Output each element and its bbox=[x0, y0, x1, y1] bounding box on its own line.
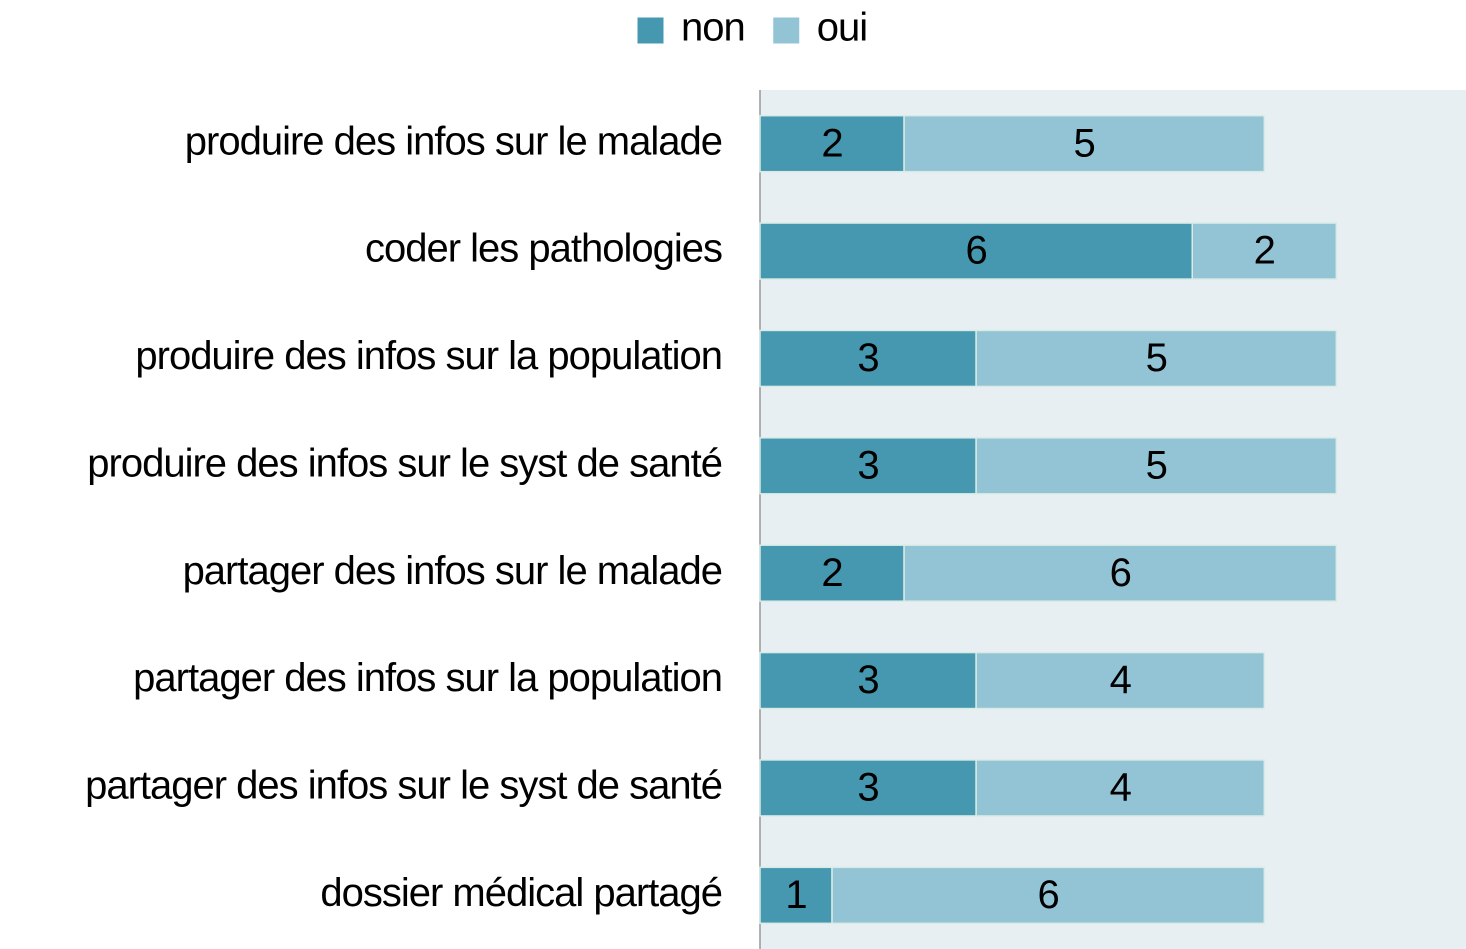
legend-label: non bbox=[681, 6, 745, 50]
data-label: 5 bbox=[1074, 121, 1095, 165]
data-label: 3 bbox=[857, 766, 878, 810]
data-label: 4 bbox=[1110, 766, 1132, 810]
data-label: 5 bbox=[1146, 443, 1167, 487]
y-tick-label: produire des infos sur le syst de santé bbox=[87, 441, 722, 485]
y-tick-label: partager des infos sur le syst de santé bbox=[85, 764, 722, 808]
y-tick-label: produire des infos sur la population bbox=[135, 334, 722, 378]
bar bbox=[759, 651, 977, 710]
legend-label: oui bbox=[817, 6, 867, 50]
data-label: 2 bbox=[821, 551, 842, 595]
data-label: 6 bbox=[965, 229, 986, 273]
bar bbox=[975, 437, 1338, 495]
plot-area bbox=[760, 90, 1466, 949]
bar bbox=[831, 866, 1266, 925]
data-label: 3 bbox=[857, 336, 878, 380]
legend-swatch bbox=[772, 16, 801, 45]
data-label: 6 bbox=[1038, 873, 1059, 917]
bar bbox=[1191, 222, 1338, 280]
legend-swatch bbox=[636, 16, 665, 45]
bar bbox=[975, 329, 1338, 388]
legend: non oui bbox=[636, 6, 868, 50]
data-label: 5 bbox=[1146, 336, 1167, 380]
bar bbox=[759, 222, 1193, 280]
y-tick-label: dossier médical partagé bbox=[320, 871, 722, 915]
bar bbox=[975, 651, 1266, 710]
y-tick-label: partager des infos sur la population bbox=[133, 656, 722, 700]
data-label: 4 bbox=[1110, 658, 1132, 702]
data-label: 2 bbox=[821, 121, 842, 165]
y-tick-label: coder les pathologies bbox=[365, 227, 722, 271]
y-tick-label: partager des infos sur le malade bbox=[183, 549, 722, 593]
bar bbox=[975, 759, 1266, 817]
bar bbox=[759, 329, 977, 388]
data-label: 3 bbox=[857, 443, 878, 487]
bar bbox=[903, 544, 1338, 602]
data-label: 2 bbox=[1254, 229, 1275, 273]
data-label: 1 bbox=[785, 873, 806, 917]
data-label: 6 bbox=[1110, 551, 1131, 595]
data-label: 3 bbox=[857, 658, 878, 702]
y-tick-label: produire des infos sur le malade bbox=[185, 119, 722, 163]
bar bbox=[903, 114, 1266, 173]
